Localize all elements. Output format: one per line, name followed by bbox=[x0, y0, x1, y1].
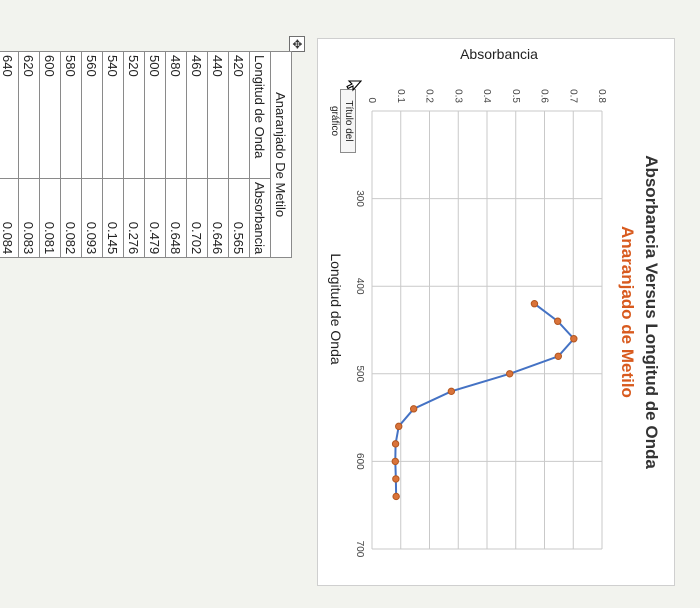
data-point[interactable] bbox=[554, 317, 562, 325]
chart-title-placeholder[interactable]: Título del gráfico bbox=[329, 89, 356, 153]
data-point[interactable] bbox=[409, 405, 418, 413]
series-line[interactable] bbox=[394, 302, 576, 497]
cell-wavelength[interactable]: 640 bbox=[0, 51, 19, 179]
chart-svg: Absorbancia Versus Longitud de Onda Anar… bbox=[328, 46, 661, 558]
y-tick-label: 0.6 bbox=[539, 89, 550, 103]
cell-wavelength[interactable]: 420 bbox=[228, 51, 250, 179]
chart-subtitle[interactable]: Anaranjado de Metilo bbox=[618, 226, 637, 398]
y-tick-label: 0 bbox=[366, 97, 377, 103]
chart-panel[interactable]: Absorbancia Versus Longitud de Onda Anar… bbox=[317, 38, 675, 586]
table-caption[interactable]: Anaranjado De Metilo bbox=[270, 51, 292, 258]
data-point[interactable] bbox=[447, 387, 456, 396]
header-absorbance[interactable]: Absorbancia bbox=[249, 178, 271, 258]
gridlines bbox=[371, 110, 603, 550]
data-point[interactable] bbox=[530, 300, 539, 308]
data-point[interactable] bbox=[391, 457, 399, 466]
y-tick-label: 0.7 bbox=[567, 89, 578, 103]
cell-wavelength[interactable]: 440 bbox=[207, 51, 229, 179]
cell-wavelength[interactable]: 480 bbox=[165, 51, 187, 179]
y-axis-title[interactable]: Absorbancia bbox=[460, 46, 538, 62]
x-axis-ticks: 300 400 500 600 700 bbox=[354, 190, 365, 558]
cell-absorbance[interactable]: 0.145 bbox=[102, 178, 124, 258]
y-tick-label: 0.3 bbox=[452, 89, 463, 103]
table-row: 480 0.648 bbox=[165, 51, 187, 258]
chart-title[interactable]: Absorbancia Versus Longitud de Onda bbox=[642, 155, 661, 469]
move-handle-icon[interactable]: ✥ bbox=[289, 36, 305, 52]
cell-absorbance[interactable]: 0.702 bbox=[186, 178, 208, 258]
cell-wavelength[interactable]: 540 bbox=[102, 51, 124, 179]
data-point[interactable] bbox=[395, 422, 403, 431]
series-absorbancia bbox=[391, 300, 578, 501]
data-point[interactable] bbox=[554, 352, 562, 360]
x-tick-label: 300 bbox=[354, 190, 365, 207]
data-point[interactable] bbox=[391, 440, 400, 448]
mouse-pointer-icon bbox=[346, 80, 362, 92]
cell-wavelength[interactable]: 460 bbox=[186, 51, 208, 179]
cell-absorbance[interactable]: 0.093 bbox=[81, 178, 103, 258]
table-row: 420 0.565 bbox=[228, 51, 250, 258]
data-point[interactable] bbox=[392, 475, 400, 483]
cell-absorbance[interactable]: 0.565 bbox=[228, 178, 250, 258]
table-header-row: Longitud de Onda Absorbancia bbox=[249, 51, 271, 258]
cell-wavelength[interactable]: 620 bbox=[18, 51, 40, 179]
table-row: 540 0.145 bbox=[102, 51, 124, 258]
table-row: 560 0.093 bbox=[81, 51, 103, 258]
cell-absorbance[interactable]: 0.648 bbox=[165, 178, 187, 258]
y-tick-label: 0.8 bbox=[596, 89, 607, 103]
table-caption-row: Anaranjado De Metilo bbox=[270, 51, 292, 258]
x-tick-label: 700 bbox=[354, 541, 365, 558]
y-tick-label: 0.2 bbox=[424, 89, 435, 103]
y-tick-label: 0.4 bbox=[481, 89, 492, 103]
data-point[interactable] bbox=[392, 492, 400, 501]
table-row: 640 0.084 bbox=[0, 51, 19, 258]
cell-wavelength[interactable]: 600 bbox=[39, 51, 61, 179]
y-axis-ticks: 0 0.1 0.2 0.3 0.4 0.5 0.6 0.7 0.8 bbox=[366, 89, 607, 103]
table-row: 580 0.082 bbox=[60, 51, 82, 258]
cell-absorbance[interactable]: 0.083 bbox=[18, 178, 40, 258]
y-tick-label: 0.5 bbox=[510, 89, 521, 103]
data-point[interactable] bbox=[570, 335, 578, 343]
data-point[interactable] bbox=[506, 370, 514, 378]
cell-absorbance[interactable]: 0.084 bbox=[0, 178, 19, 258]
cell-wavelength[interactable]: 500 bbox=[144, 51, 166, 179]
x-tick-label: 600 bbox=[354, 453, 365, 470]
table-row: 620 0.083 bbox=[18, 51, 40, 258]
table-row: 520 0.276 bbox=[123, 51, 145, 258]
cell-wavelength[interactable]: 520 bbox=[123, 51, 145, 179]
data-table: Anaranjado De Metilo Longitud de Onda Abso… bbox=[0, 51, 292, 259]
table-row: 600 0.081 bbox=[39, 51, 61, 258]
cell-wavelength[interactable]: 580 bbox=[60, 51, 82, 179]
table-row: 500 0.479 bbox=[144, 51, 166, 258]
table-row: 460 0.702 bbox=[186, 51, 208, 258]
y-tick-label: 0.1 bbox=[395, 89, 406, 103]
x-axis-title[interactable]: Longitud de Onda bbox=[328, 253, 344, 365]
x-tick-label: 500 bbox=[354, 365, 365, 382]
cell-absorbance[interactable]: 0.646 bbox=[207, 178, 229, 258]
x-tick-label: 400 bbox=[354, 278, 365, 295]
cell-absorbance[interactable]: 0.276 bbox=[123, 178, 145, 258]
header-wavelength[interactable]: Longitud de Onda bbox=[249, 51, 271, 179]
cell-absorbance[interactable]: 0.479 bbox=[144, 178, 166, 258]
cell-wavelength[interactable]: 560 bbox=[81, 51, 103, 179]
cell-absorbance[interactable]: 0.081 bbox=[39, 178, 61, 258]
cell-absorbance[interactable]: 0.082 bbox=[60, 178, 82, 258]
table-row: 440 0.646 bbox=[207, 51, 229, 258]
